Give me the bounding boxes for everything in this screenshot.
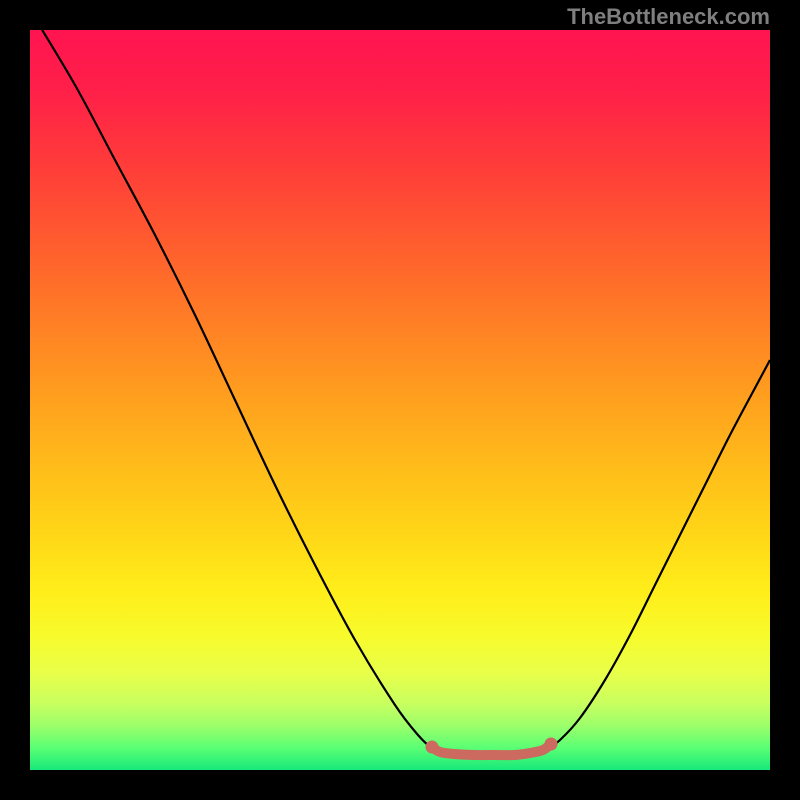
watermark-text: TheBottleneck.com [567, 4, 770, 30]
bottleneck-curve-chart [0, 0, 800, 800]
gradient-background [30, 30, 770, 770]
